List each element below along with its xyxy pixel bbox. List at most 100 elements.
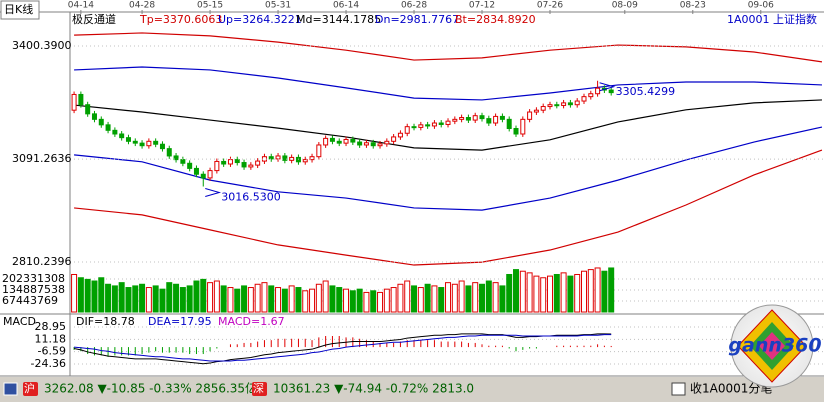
candle-body — [411, 126, 417, 129]
period[interactable]: 日K线 — [4, 2, 33, 16]
volume-bar — [200, 278, 207, 313]
volume-bar — [91, 280, 98, 313]
y-tick-label: 3091.2636 — [12, 152, 72, 165]
x-tick-label: 06-14 — [333, 1, 359, 11]
volume-bar — [363, 291, 370, 313]
macd-title: MACD — [3, 315, 36, 328]
candle-body — [166, 148, 172, 157]
candle-body — [119, 133, 125, 139]
candle-body — [193, 167, 199, 175]
y-tick-label: -6.59 — [38, 345, 66, 358]
channel-line — [74, 126, 823, 211]
volume-bar — [329, 285, 336, 313]
candle-body — [493, 115, 499, 124]
volume-bar — [247, 287, 254, 313]
volume-bar — [105, 283, 112, 313]
candle-body — [255, 160, 261, 166]
volume-bar — [132, 285, 139, 313]
candle-body — [581, 96, 587, 102]
volume-bar — [560, 272, 567, 313]
candle-body — [357, 141, 363, 146]
index-quote: 10361.23 ▼-74.94 -0.72% 2813.0 — [273, 382, 474, 396]
volume-bar — [281, 288, 288, 313]
volume-bar — [540, 277, 547, 313]
volume-bar — [145, 287, 152, 313]
candle-body — [173, 155, 179, 161]
legend-entry: Dn=2981.7767 — [375, 13, 459, 26]
volume-bar — [71, 273, 78, 313]
legend-entry: DIF=18.78 — [76, 315, 135, 328]
plot-area — [71, 32, 823, 266]
legend-entry: Tp=3370.6063 — [139, 13, 222, 26]
volume-bar — [227, 287, 234, 313]
candle-body — [370, 142, 376, 147]
candle-body — [588, 93, 594, 98]
volume-bar — [377, 291, 384, 313]
candle-body — [404, 126, 410, 134]
volume-bar — [193, 280, 200, 313]
volume-bar — [567, 275, 574, 313]
candle-body — [309, 156, 315, 161]
candle-body — [574, 100, 580, 106]
y-tick-label: 134887538 — [2, 283, 65, 296]
legend-entry: DEA=17.95 — [148, 315, 212, 328]
candle-body — [520, 118, 526, 135]
volume-bar — [397, 283, 404, 313]
x-tick-label: 08-09 — [612, 1, 638, 11]
volume-bar — [608, 267, 615, 313]
candle-body — [377, 143, 383, 147]
candle-body — [200, 173, 206, 179]
candle-body — [499, 115, 505, 120]
channel-line — [74, 66, 822, 101]
volume-bar — [343, 288, 350, 313]
candle-body — [241, 162, 247, 168]
candle-body — [479, 115, 485, 120]
x-tick-label: 07-12 — [469, 1, 495, 11]
status-icon[interactable] — [671, 382, 686, 396]
volume-bar — [390, 287, 397, 313]
volume-bar — [465, 285, 472, 313]
legend-entry: Bt=2834.8920 — [455, 13, 536, 26]
volume-bar — [295, 287, 302, 313]
y-tick-label: 3400.3900 — [12, 39, 72, 52]
volume-bar — [547, 275, 554, 313]
volume-bar — [411, 285, 418, 313]
legend-entry: MACD=1.67 — [218, 315, 285, 328]
candle-body — [275, 155, 281, 160]
index-quote: 3262.08 ▼-10.85 -0.33% 2856.35亿 — [44, 381, 257, 396]
channel-line — [74, 32, 823, 63]
volume-bar — [179, 287, 186, 313]
volume-bar — [254, 283, 261, 313]
volume-bar — [275, 287, 282, 313]
candle-body — [486, 118, 492, 124]
candle-body — [289, 156, 295, 161]
candle-body — [472, 115, 478, 121]
volume-bar — [77, 277, 84, 313]
volume-bar — [125, 287, 132, 313]
candle-body — [336, 140, 342, 144]
volume-bar — [417, 287, 424, 313]
candle-body — [214, 160, 220, 172]
period-box[interactable] — [0, 0, 40, 20]
candle-body — [513, 127, 519, 135]
volume-bar — [241, 285, 248, 313]
volume-bar — [139, 283, 146, 313]
candle-body — [363, 142, 369, 146]
candle-body — [431, 122, 437, 127]
status-icon[interactable] — [3, 382, 18, 396]
candle-body — [533, 109, 539, 113]
volume-bar — [574, 273, 581, 313]
volume-bar — [485, 280, 492, 313]
candle-body — [98, 118, 104, 126]
volume-bar — [356, 288, 363, 313]
volume-bar — [268, 285, 275, 313]
candle-body — [554, 104, 560, 107]
volume-bar — [336, 287, 343, 313]
candle-body — [248, 164, 254, 168]
logo: gann360 — [728, 304, 822, 388]
status-right[interactable]: 收1A0001分笔 — [690, 381, 772, 396]
candle-body — [595, 87, 601, 95]
candle-body — [397, 132, 403, 138]
x-tick-label: 08-23 — [680, 1, 706, 11]
candle-body — [221, 160, 227, 165]
